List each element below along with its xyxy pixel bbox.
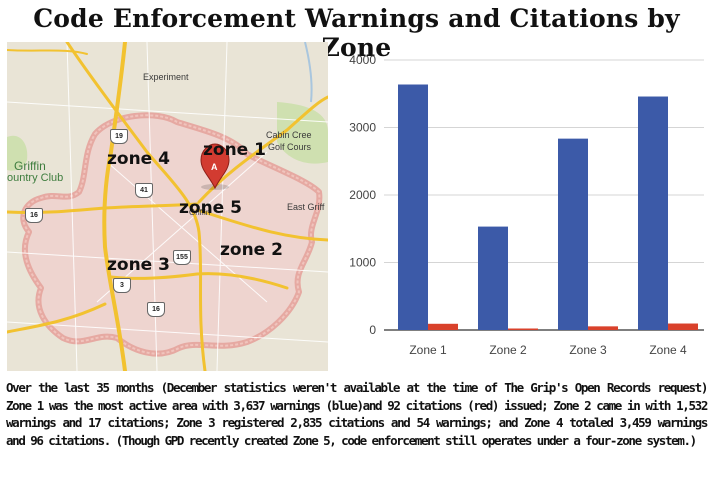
page-title: Code Enforcement Warnings and Citations … [33,4,680,62]
place-label-griffin: Griffin [14,159,46,173]
x-tick-label-2: Zone 2 [489,343,527,357]
marker-letter: A [211,162,218,172]
zone-label-4: zone 4 [107,149,170,169]
place-label-country-club: ountry Club [7,172,64,184]
caption-text: Over the last 35 months (December statis… [6,380,708,448]
y-tick-label-1: 1000 [349,256,376,270]
x-tick-label-1: Zone 1 [409,343,447,357]
route-shield-3: 3 [113,278,131,293]
highways [7,42,328,371]
bar-citations-1 [428,323,458,330]
y-tick-label-3: 3000 [349,121,376,135]
place-label-east-griffin: East Griff [287,202,325,212]
route-shield-19: 19 [110,129,128,144]
location-marker [200,143,230,190]
map-background [7,42,328,371]
creek [304,42,313,103]
route-shield-41: 41 [135,183,153,198]
route-shield-16-south: 16 [147,302,165,317]
zone-label-2: zone 2 [220,240,283,260]
zone-label-1: zone 1 [203,140,266,160]
country-club-park [7,135,28,171]
place-label-golf-course: Golf Cours [268,142,312,152]
bar-warnings-4 [638,96,668,330]
route-shield-16-west: 16 [25,208,43,223]
bar-warnings-2 [478,226,508,330]
bar-citations-3 [588,326,618,330]
bar-warnings-3 [558,138,588,330]
bar-chart: 0 1000 2000 3000 4000 Zone 1 Zone 2 Zone 3 Zone … [338,48,708,368]
y-tick-label-2: 2000 [349,188,376,202]
golf-course-park [277,102,328,164]
zone-label-5: zone 5 [179,198,242,218]
zone-map: Experiment Cabin Cree Golf Cours Griffin… [7,42,328,371]
place-label-griffin-center: Griffin [189,208,211,217]
route-shield-155: 155 [173,250,191,265]
y-tick-label-0: 0 [369,323,376,337]
place-label-cabin-creek: Cabin Cree [266,130,312,140]
bar-warnings-1 [398,84,428,330]
x-tick-label-4: Zone 4 [649,343,687,357]
zone-label-3: zone 3 [107,255,170,275]
y-tick-label-4: 4000 [349,53,376,67]
bar-citations-2 [508,328,538,330]
bar-citations-4 [668,323,698,330]
place-label-experiment: Experiment [143,72,189,82]
x-tick-label-3: Zone 3 [569,343,607,357]
bar-chart-svg: 0 1000 2000 3000 4000 Zone 1 Zone 2 Zone 3 Zone … [349,53,704,357]
